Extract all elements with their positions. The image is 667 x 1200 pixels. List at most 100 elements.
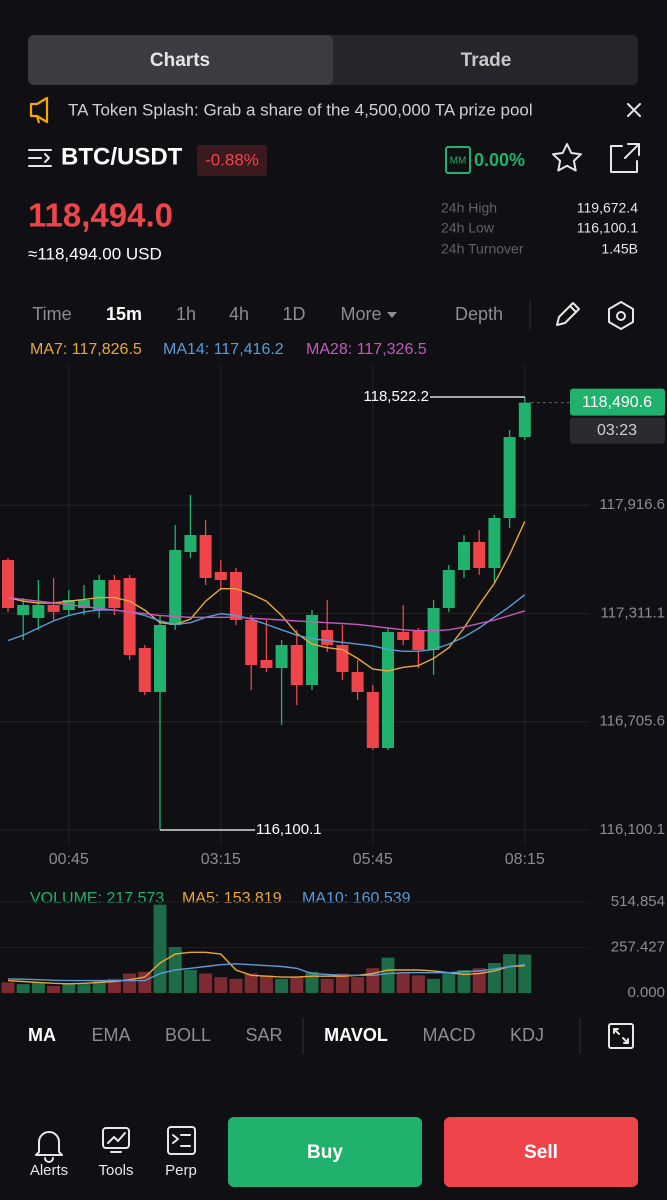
star-icon[interactable] <box>552 143 582 172</box>
candle-body <box>518 402 531 438</box>
candle-body <box>138 648 151 692</box>
buy-label[interactable]: Buy <box>307 1142 343 1163</box>
volume-bar <box>487 962 501 993</box>
announcement[interactable]: TA Token Splash: Grab a share of the 4,5… <box>68 100 533 119</box>
x-tick-label: 08:15 <box>505 851 545 868</box>
volume-bar <box>472 968 486 993</box>
volume-bar <box>199 973 213 993</box>
volume-bar <box>1 982 15 993</box>
volume-bar <box>153 904 167 993</box>
settings-icon[interactable] <box>608 301 634 330</box>
candle-body <box>199 535 212 578</box>
candle-body <box>47 604 60 612</box>
candle-body <box>260 659 273 669</box>
sell-label[interactable]: Sell <box>524 1142 558 1163</box>
mm-label: MM <box>450 156 467 167</box>
close-icon[interactable] <box>627 103 641 117</box>
candle-body <box>412 630 425 651</box>
mm-box <box>445 146 471 174</box>
indicator[interactable]: MA <box>28 1025 56 1045</box>
ma-legend: MA28: 117,326.5 <box>306 341 427 358</box>
ma-line <box>7 521 526 672</box>
timeframe[interactable]: Time <box>32 304 71 324</box>
timeframe[interactable]: 1h <box>176 304 196 324</box>
candle-body <box>351 671 364 692</box>
share-icon[interactable] <box>610 143 640 173</box>
ma-legend: MA14: 117,416.2 <box>163 341 284 358</box>
depth[interactable]: Depth <box>455 304 503 324</box>
y-tick-label: 514.854 <box>611 893 665 910</box>
candle-body <box>2 559 14 608</box>
indicator[interactable]: MACD <box>423 1025 476 1045</box>
volume-bar <box>275 978 289 993</box>
volume-bar <box>16 984 30 993</box>
timeframe[interactable]: 1D <box>282 304 305 324</box>
symbol[interactable]: BTC/USDT <box>61 143 183 170</box>
candle-body <box>93 579 106 610</box>
megaphone-icon <box>29 96 49 124</box>
candle-body <box>275 644 288 669</box>
ma-line <box>7 596 526 632</box>
indicator[interactable]: KDJ <box>510 1025 544 1045</box>
y-tick-label: 116,100.1 <box>599 821 665 838</box>
tools-icon[interactable] <box>102 1127 130 1153</box>
perp-icon[interactable] <box>167 1126 196 1155</box>
candle-body <box>230 571 242 621</box>
tab[interactable]: Trade <box>461 50 512 71</box>
volume-bar <box>77 984 91 993</box>
nav-label[interactable]: Perp <box>165 1162 197 1179</box>
volume-bar <box>503 954 517 993</box>
timeframe[interactable]: More <box>340 304 381 324</box>
indicator[interactable]: EMA <box>91 1025 130 1045</box>
x-tick-label: 03:15 <box>201 851 241 868</box>
volume-bar <box>518 954 532 993</box>
volume-bar <box>320 978 334 993</box>
volume-bar <box>62 983 76 993</box>
volume-bar <box>259 975 273 993</box>
timeframe[interactable]: 4h <box>229 304 249 324</box>
candle-body <box>427 607 440 651</box>
tab[interactable]: Charts <box>150 50 210 71</box>
indicator[interactable]: BOLL <box>165 1025 211 1045</box>
last-price-tag <box>570 388 665 416</box>
volume-bar <box>411 975 425 993</box>
plot: 116,100.1 116,705.6 117,311.1 117,916.6 00:4… <box>0 365 665 1001</box>
x-tick-label: 00:45 <box>49 851 89 868</box>
alerts-icon[interactable] <box>35 1131 63 1163</box>
volume-bar <box>396 973 410 993</box>
indicator[interactable]: SAR <box>245 1025 282 1045</box>
indicator[interactable]: MAVOL <box>324 1025 388 1045</box>
candle-body <box>17 604 30 616</box>
change-badge <box>197 145 267 176</box>
tab-active-bg <box>28 35 333 85</box>
ma-line <box>7 951 525 985</box>
ma-line <box>7 594 526 652</box>
buy-button[interactable] <box>228 1117 422 1187</box>
menu-icon[interactable] <box>28 149 52 167</box>
volume-ma-legend: MA10: 160.539 <box>302 890 411 907</box>
candle-body <box>306 615 318 686</box>
x-tick-label: 05:45 <box>353 851 393 868</box>
candle-body <box>458 541 470 571</box>
timeframe[interactable]: 15m <box>106 304 142 324</box>
volume-bar <box>92 980 106 993</box>
y-tick-label: 0.000 <box>627 984 665 1001</box>
pencil-icon[interactable] <box>556 302 580 326</box>
volume-bar <box>123 973 137 993</box>
expand-icon[interactable] <box>608 1023 634 1049</box>
candle-body <box>321 630 334 645</box>
y-tick-label: 116,705.6 <box>599 713 665 730</box>
volume-bar <box>335 973 349 993</box>
change: -0.88% <box>205 150 259 169</box>
nav-label[interactable]: Tools <box>98 1162 133 1179</box>
nav-label[interactable]: Alerts <box>30 1162 68 1179</box>
candle-body <box>488 518 501 569</box>
volume-bar <box>31 982 45 993</box>
y-tick-label: 117,311.1 <box>600 604 665 621</box>
sell-button[interactable] <box>444 1117 638 1187</box>
volume-bar <box>138 971 152 993</box>
candle-body <box>442 570 455 608</box>
volume-bar <box>305 971 319 993</box>
